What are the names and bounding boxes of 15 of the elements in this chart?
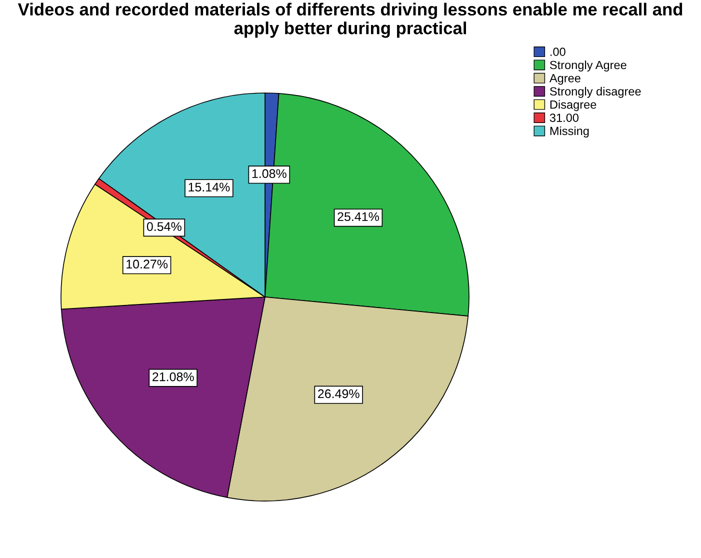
legend-label: Missing (550, 126, 589, 138)
data-label: 26.49% (318, 389, 360, 398)
legend-label: Strongly Agree (550, 60, 626, 72)
legend-label: Agree (549, 74, 580, 85)
chart-title: Videos and recorded materials of differents driving lessons enable me recall and apply better during practical (18, 2, 682, 38)
legend-label: Disagree (550, 100, 596, 112)
legend-label: .00 (550, 48, 566, 56)
data-label: 1.08% (252, 169, 286, 178)
data-label: 10.27% (126, 260, 168, 269)
legend-label: Strongly disagree (550, 86, 641, 98)
legend-label: 31.00 (550, 114, 579, 122)
data-label: 25.41% (338, 212, 379, 222)
data-label: 21.08% (152, 372, 194, 382)
data-label: 0.54% (146, 222, 182, 231)
data-label: 15.14% (188, 182, 230, 192)
